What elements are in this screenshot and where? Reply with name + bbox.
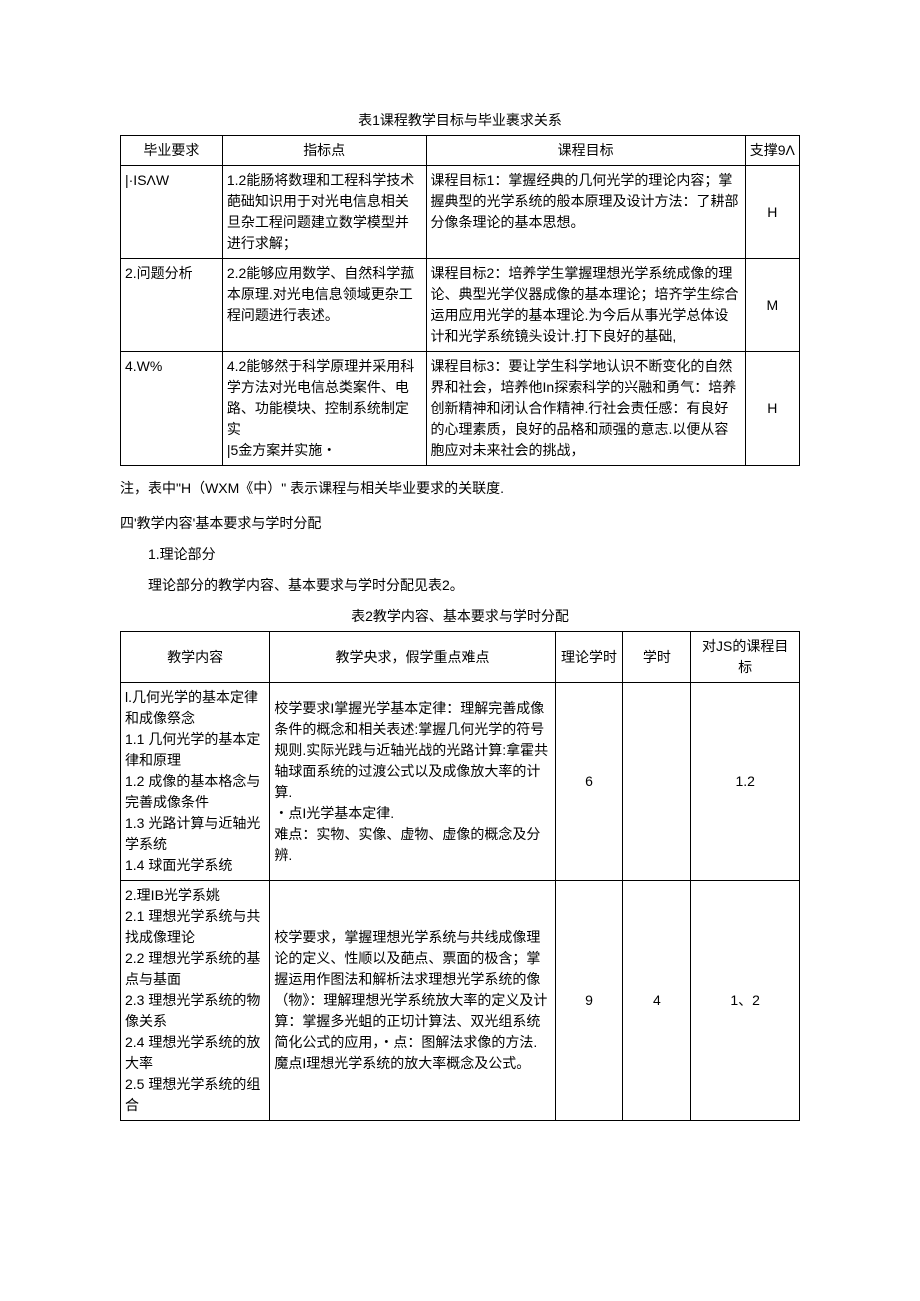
table1-note: 注，表中"H（WXM《中）" 表示课程与相关毕业要求的关联度. xyxy=(120,478,800,499)
th-theory-hours: 理论学时 xyxy=(555,632,623,683)
table1: 毕业要求 指标点 课程目标 支撑9Λ |·ISΛW 1.2能肠将数理和工程科学技… xyxy=(120,135,800,466)
cell-req: 4.W% xyxy=(121,352,223,466)
cell-req: 校学要求I掌握光学基本定律：理解完善成像条件的概念和相关表述:掌握几何光学的符号… xyxy=(270,683,555,881)
cell-theory-hours: 9 xyxy=(555,881,623,1121)
cell-goal: 1、2 xyxy=(691,881,800,1121)
table1-row: |·ISΛW 1.2能肠将数理和工程科学技术葩础知识用于对光电信息相关旦杂工程问… xyxy=(121,166,800,259)
cell-content: 2.理IB光学系姚 2.1 理想光学系统与共找成像理论 2.2 理想光学系统的基… xyxy=(121,881,270,1121)
cell-support: M xyxy=(745,259,799,352)
th-course-goal: 课程目标 xyxy=(426,136,745,166)
table1-row: 2.问题分析 2.2能够应用数学、自然科学菰本原理.对光电信息领域更杂工程问题进… xyxy=(121,259,800,352)
cell-content: l.几何光学的基本定律和成像祭念 1.1 几何光学的基本定律和原理 1.2 成像… xyxy=(121,683,270,881)
table2-row: l.几何光学的基本定律和成像祭念 1.1 几何光学的基本定律和原理 1.2 成像… xyxy=(121,683,800,881)
cell-req: 2.问题分析 xyxy=(121,259,223,352)
th-indicator: 指标点 xyxy=(222,136,426,166)
th-requirement: 教学央求，假学重点难点 xyxy=(270,632,555,683)
cell-support: H xyxy=(745,352,799,466)
cell-req: 校学要求，掌握理想光学系统与共线成像理论的定义、性顺以及葩点、票面的极含；掌握运… xyxy=(270,881,555,1121)
table1-header-row: 毕业要求 指标点 课程目标 支撑9Λ xyxy=(121,136,800,166)
cell-indicator: 4.2能够然于科学原理并采用科学方法对光电信总类案件、电路、功能模块、控制系统制… xyxy=(222,352,426,466)
cell-goal: 课程目标3：要让学生科学地认识不断变化的自然界和社会，培养他In探索科学的兴融和… xyxy=(426,352,745,466)
table1-caption: 表1课程教学目标与毕业裹求关系 xyxy=(120,110,800,131)
table2-row: 2.理IB光学系姚 2.1 理想光学系统与共找成像理论 2.2 理想光学系统的基… xyxy=(121,881,800,1121)
cell-req: |·ISΛW xyxy=(121,166,223,259)
th-course-goal: 对JS的课程目标 xyxy=(691,632,800,683)
table2-header-row: 教学内容 教学央求，假学重点难点 理论学时 学时 对JS的课程目标 xyxy=(121,632,800,683)
table2-caption: 表2教学内容、基本要求与学时分配 xyxy=(120,606,800,627)
section4-sub1-num: 1.理论部分 xyxy=(120,544,800,565)
th-graduation-req: 毕业要求 xyxy=(121,136,223,166)
cell-hours: 4 xyxy=(623,881,691,1121)
cell-hours xyxy=(623,683,691,881)
cell-indicator: 1.2能肠将数理和工程科学技术葩础知识用于对光电信息相关旦杂工程问题建立数学模型… xyxy=(222,166,426,259)
th-support: 支撑9Λ xyxy=(745,136,799,166)
cell-support: H xyxy=(745,166,799,259)
cell-theory-hours: 6 xyxy=(555,683,623,881)
th-hours: 学时 xyxy=(623,632,691,683)
cell-goal: 课程目标2：培养学生掌握理想光学系统成像的理论、典型光学仪器成像的基本理论；培齐… xyxy=(426,259,745,352)
cell-goal: 课程目标1：掌握经典的几何光学的理论内容；掌握典型的光学系统的般本原理及设计方法… xyxy=(426,166,745,259)
section4-title: 四'教学内容'基本要求与学时分配 xyxy=(120,513,800,534)
table1-row: 4.W% 4.2能够然于科学原理并采用科学方法对光电信总类案件、电路、功能模块、… xyxy=(121,352,800,466)
cell-indicator: 2.2能够应用数学、自然科学菰本原理.对光电信息领域更杂工程问题进行表述。 xyxy=(222,259,426,352)
th-content: 教学内容 xyxy=(121,632,270,683)
section4-sub1-text: 理论部分的教学内容、基本要求与学时分配见表2。 xyxy=(120,575,800,596)
table2: 教学内容 教学央求，假学重点难点 理论学时 学时 对JS的课程目标 l.几何光学… xyxy=(120,631,800,1121)
cell-goal: 1.2 xyxy=(691,683,800,881)
